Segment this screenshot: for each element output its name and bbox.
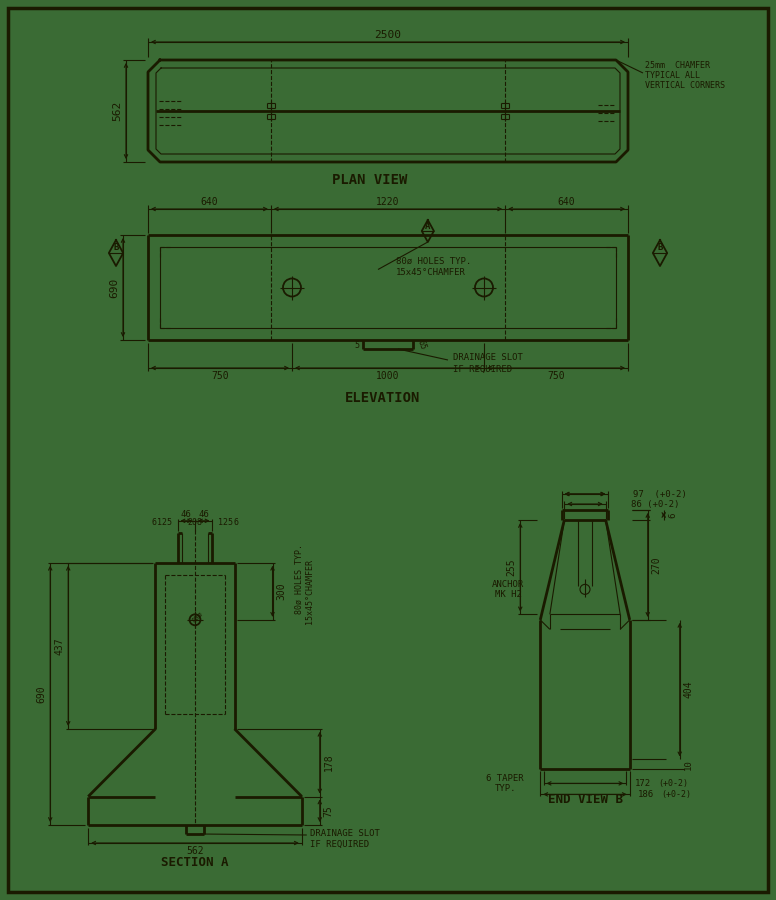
- Text: 6: 6: [152, 518, 157, 527]
- Text: B: B: [113, 243, 119, 252]
- Text: 15x45°CHAMFER: 15x45°CHAMFER: [305, 559, 314, 624]
- Text: 690: 690: [109, 277, 119, 298]
- Text: 562: 562: [186, 846, 204, 856]
- Text: 15x45°CHAMFER: 15x45°CHAMFER: [396, 268, 466, 277]
- Text: ANCHOR: ANCHOR: [492, 580, 525, 589]
- Text: 125: 125: [157, 518, 171, 527]
- Text: 562: 562: [112, 101, 122, 122]
- Text: 25mm  CHAMFER: 25mm CHAMFER: [645, 60, 710, 69]
- Text: 1000: 1000: [376, 371, 400, 381]
- Text: DRAINAGE SLOT: DRAINAGE SLOT: [310, 829, 379, 838]
- Text: 6: 6: [668, 512, 677, 517]
- Text: 80ø HOLES TYP.: 80ø HOLES TYP.: [396, 257, 471, 266]
- Text: 178: 178: [324, 754, 334, 771]
- Text: 750: 750: [211, 371, 229, 381]
- Text: 1220: 1220: [376, 197, 400, 207]
- Text: IF REQUIRED: IF REQUIRED: [310, 840, 369, 849]
- Text: 65: 65: [416, 338, 428, 351]
- Text: ELEVATION: ELEVATION: [345, 391, 421, 405]
- Text: DRAINAGE SLOT: DRAINAGE SLOT: [453, 354, 523, 363]
- Text: B: B: [657, 243, 663, 252]
- Text: 80ø: 80ø: [190, 610, 203, 624]
- Text: 172: 172: [634, 778, 650, 788]
- Text: 300: 300: [276, 582, 286, 600]
- Text: 750: 750: [547, 371, 565, 381]
- Text: 437: 437: [54, 637, 64, 654]
- Text: TYP.: TYP.: [494, 784, 516, 793]
- Text: 46: 46: [181, 510, 192, 519]
- Text: 255: 255: [506, 558, 516, 576]
- Text: 640: 640: [558, 197, 575, 207]
- Text: 404: 404: [684, 680, 694, 698]
- Text: 125: 125: [218, 518, 234, 527]
- Text: 97  (+0-2): 97 (+0-2): [633, 490, 687, 499]
- Text: 10: 10: [684, 759, 693, 769]
- Text: 208: 208: [188, 518, 203, 527]
- Text: 186: 186: [638, 790, 654, 799]
- Text: SECTION A: SECTION A: [161, 857, 229, 869]
- Text: 86 (+0-2): 86 (+0-2): [631, 500, 679, 508]
- Text: 690: 690: [36, 685, 47, 703]
- Text: 5: 5: [354, 340, 359, 349]
- Text: 6 TAPER: 6 TAPER: [487, 774, 524, 783]
- Text: MK H2: MK H2: [495, 590, 521, 598]
- Text: 6: 6: [233, 518, 238, 527]
- Text: IF REQUIRED: IF REQUIRED: [453, 364, 512, 373]
- Text: 640: 640: [201, 197, 218, 207]
- Text: 80ø HOLES TYP.: 80ø HOLES TYP.: [295, 544, 304, 615]
- Text: 2500: 2500: [375, 30, 401, 40]
- Text: 75: 75: [324, 805, 334, 816]
- Text: VERTICAL CORNERS: VERTICAL CORNERS: [645, 80, 725, 89]
- Text: (+0-2): (+0-2): [662, 790, 691, 799]
- Text: (+0-2): (+0-2): [658, 778, 688, 788]
- Text: PLAN VIEW: PLAN VIEW: [332, 173, 407, 187]
- Text: END VIEW B: END VIEW B: [548, 793, 622, 806]
- Text: 270: 270: [652, 556, 662, 574]
- Text: A: A: [425, 222, 431, 231]
- Text: 46: 46: [199, 510, 209, 519]
- Text: TYPICAL ALL: TYPICAL ALL: [645, 70, 700, 79]
